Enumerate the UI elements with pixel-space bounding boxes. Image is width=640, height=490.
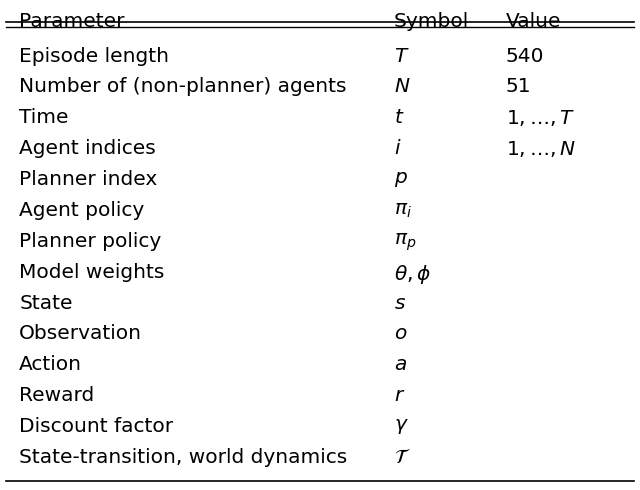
Text: Episode length: Episode length xyxy=(19,47,169,66)
Text: $p$: $p$ xyxy=(394,170,408,189)
Text: 540: 540 xyxy=(506,47,544,66)
Text: Planner policy: Planner policy xyxy=(19,232,161,251)
Text: $1, \ldots, T$: $1, \ldots, T$ xyxy=(506,108,575,128)
Text: Agent indices: Agent indices xyxy=(19,139,156,158)
Text: Discount factor: Discount factor xyxy=(19,417,173,436)
Text: $s$: $s$ xyxy=(394,294,406,313)
Text: Model weights: Model weights xyxy=(19,263,164,282)
Text: Parameter: Parameter xyxy=(19,12,125,31)
Text: Number of (non-planner) agents: Number of (non-planner) agents xyxy=(19,77,347,97)
Text: $N$: $N$ xyxy=(394,77,410,97)
Text: $\gamma$: $\gamma$ xyxy=(394,417,408,436)
Text: $T$: $T$ xyxy=(394,47,409,66)
Text: $t$: $t$ xyxy=(394,108,404,127)
Text: Planner index: Planner index xyxy=(19,170,157,189)
Text: $o$: $o$ xyxy=(394,324,407,343)
Text: Symbol: Symbol xyxy=(394,12,469,31)
Text: Reward: Reward xyxy=(19,386,95,405)
Text: Time: Time xyxy=(19,108,68,127)
Text: $\mathcal{T}$: $\mathcal{T}$ xyxy=(394,448,410,467)
Text: Agent policy: Agent policy xyxy=(19,201,145,220)
Text: $\pi_p$: $\pi_p$ xyxy=(394,232,416,253)
Text: 51: 51 xyxy=(506,77,531,97)
Text: $\pi_i$: $\pi_i$ xyxy=(394,201,412,220)
Text: State: State xyxy=(19,294,73,313)
Text: $1, \ldots, N$: $1, \ldots, N$ xyxy=(506,139,576,159)
Text: State-transition, world dynamics: State-transition, world dynamics xyxy=(19,448,348,467)
Text: $\theta, \phi$: $\theta, \phi$ xyxy=(394,263,431,286)
Text: Value: Value xyxy=(506,12,561,31)
Text: $i$: $i$ xyxy=(394,139,401,158)
Text: $r$: $r$ xyxy=(394,386,405,405)
Text: Observation: Observation xyxy=(19,324,142,343)
Text: $a$: $a$ xyxy=(394,355,406,374)
Text: Action: Action xyxy=(19,355,82,374)
